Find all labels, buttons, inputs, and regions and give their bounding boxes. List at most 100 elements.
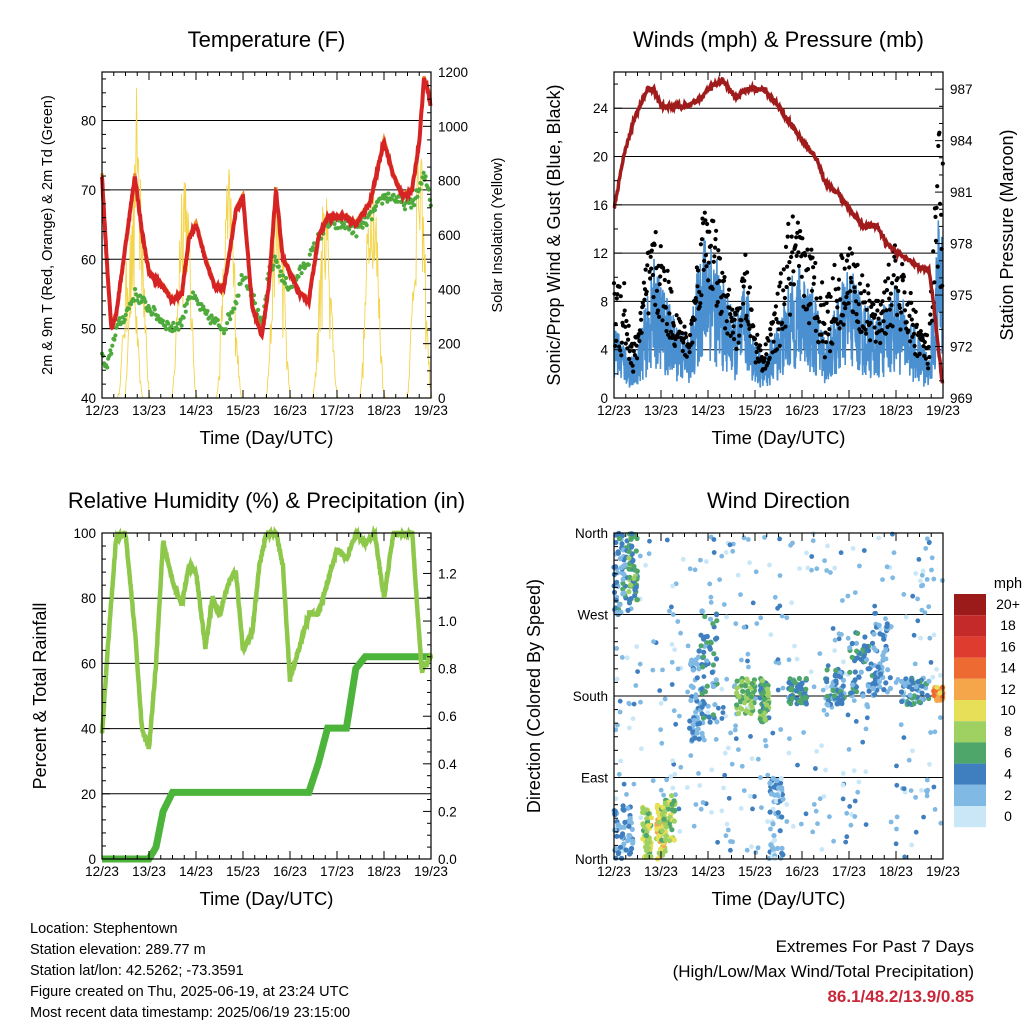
gust-point (694, 299, 699, 304)
y-tick-label: 60 (81, 656, 96, 671)
y-right-tick-label: 800 (438, 174, 461, 189)
dewpoint-point (426, 187, 431, 192)
direction-point (931, 784, 937, 790)
dewpoint-point (282, 281, 288, 286)
direction-point (771, 833, 777, 839)
gust-point (848, 289, 853, 294)
direction-point (776, 660, 782, 666)
gust-point (940, 283, 945, 288)
direction-point (764, 702, 770, 708)
gust-point (680, 348, 685, 354)
gust-point (682, 324, 687, 329)
direction-point (672, 647, 677, 653)
gust-point (719, 309, 724, 314)
direction-point (678, 630, 683, 636)
direction-point (788, 700, 794, 707)
direction-point (888, 819, 894, 825)
gust-point (849, 251, 855, 256)
gust-point (918, 329, 923, 334)
gust-point (890, 281, 895, 286)
direction-point (858, 669, 864, 675)
direction-point (720, 705, 726, 710)
direction-point (861, 548, 867, 553)
direction-point (865, 683, 871, 689)
direction-point (894, 826, 899, 832)
gust-point (725, 292, 731, 298)
gust-point (825, 309, 830, 314)
y-tick-label: 8 (600, 294, 608, 309)
gust-point (658, 244, 663, 249)
gust-point (843, 306, 848, 311)
direction-point (930, 674, 936, 680)
gust-point (712, 254, 717, 259)
y-right-tick-label: 0.0 (438, 852, 457, 867)
gust-point (744, 313, 749, 318)
direction-point (758, 615, 764, 621)
dewpoint-point (423, 174, 428, 179)
dewpoint-point (271, 263, 276, 268)
direction-point (740, 688, 746, 694)
x-tick-label: 17/23 (832, 864, 866, 879)
direction-point (631, 575, 637, 582)
gust-point (734, 346, 739, 351)
dewpoint-point (205, 308, 210, 314)
direction-point (860, 739, 866, 745)
direction-point (644, 853, 650, 859)
gust-point (886, 262, 891, 267)
direction-point (704, 683, 710, 689)
gust-point (856, 302, 861, 307)
figure-created: Figure created on Thu, 2025-06-19, at 23… (30, 984, 349, 1000)
dewpoint-point (179, 323, 184, 328)
direction-point (700, 654, 707, 660)
y-tick-label: 0 (88, 852, 96, 867)
gust-point (716, 248, 721, 253)
pressure-line (612, 74, 945, 384)
dewpoint-point (123, 312, 128, 317)
dewpoint-point (109, 351, 114, 356)
direction-point (853, 719, 859, 724)
gust-point (690, 340, 695, 345)
dewpoint-point (234, 301, 239, 306)
gust-point (668, 329, 674, 334)
direction-point (863, 769, 869, 775)
gust-point (911, 331, 917, 336)
gust-point (840, 255, 845, 261)
gust-point (812, 275, 817, 280)
gust-point (933, 214, 938, 219)
direction-point (624, 792, 629, 797)
direction-point (747, 560, 752, 566)
direction-point (671, 798, 677, 804)
gust-point (774, 316, 779, 322)
direction-point (631, 701, 637, 707)
gust-point (727, 287, 732, 292)
gust-point (776, 320, 781, 325)
direction-point (627, 851, 633, 857)
gust-point (827, 327, 832, 332)
direction-point (726, 795, 732, 801)
direction-point (798, 698, 804, 705)
gust-point (714, 228, 719, 233)
gust-point (790, 250, 795, 255)
gust-point (701, 221, 706, 226)
direction-point (881, 636, 887, 642)
direction-point (863, 726, 869, 732)
gust-point (738, 323, 744, 328)
x-tick-label: 12/23 (85, 864, 119, 879)
direction-point (714, 719, 720, 725)
direction-point (733, 736, 739, 742)
humidity-chart-axes: 12/23 13/23 14/23 15/23 16/23 17/23 18/23 19/23… (30, 488, 465, 909)
gust-point (865, 319, 870, 324)
direction-point (920, 582, 926, 588)
gust-point (670, 333, 675, 338)
direction-point (638, 699, 643, 705)
gust-point (715, 300, 720, 305)
dewpoint-point (299, 271, 304, 276)
direction-point (810, 538, 816, 544)
gust-point (854, 312, 859, 317)
direction-point (750, 806, 755, 812)
gust-point (683, 331, 688, 336)
direction-point (780, 685, 786, 691)
solar-peak (358, 180, 386, 399)
direction-point (768, 791, 775, 797)
